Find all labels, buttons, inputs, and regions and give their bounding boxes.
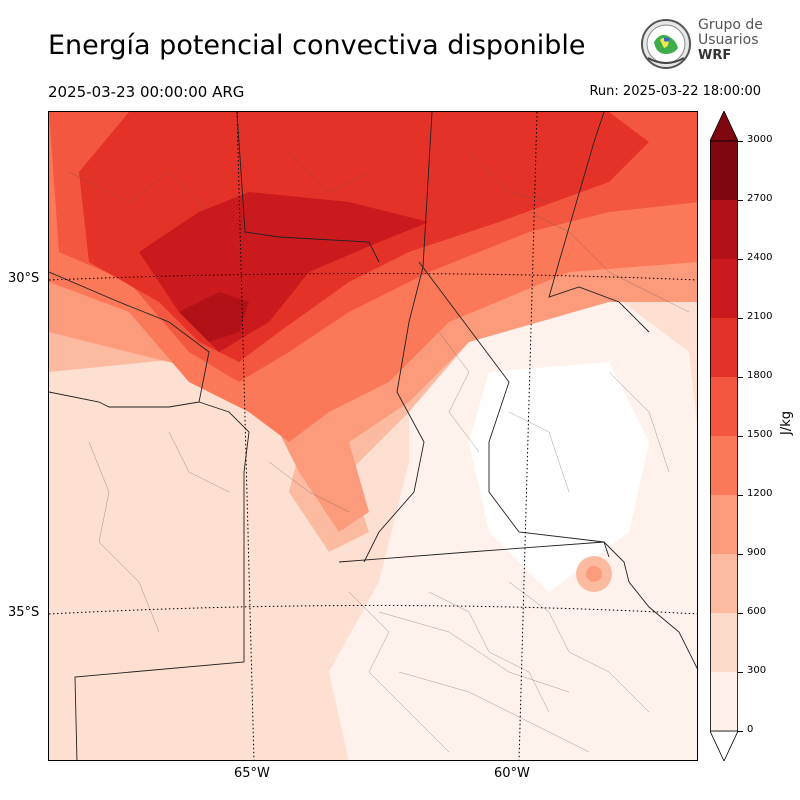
- cape-field: [49, 112, 697, 760]
- colorbar-segment: [710, 377, 738, 436]
- department-boundaries: [68, 151, 690, 753]
- colorbar-tick-label: 300: [747, 665, 767, 676]
- logo-line-2: Usuarios: [698, 32, 759, 48]
- colorbar-tick-mark: [738, 141, 743, 142]
- run-time: Run: 2025-03-22 18:00:00: [589, 84, 761, 99]
- colorbar-segment: [710, 554, 738, 613]
- wrf-logo: Grupo de Usuarios WRF: [638, 16, 763, 72]
- colorbar-tick-mark: [738, 318, 743, 319]
- logo-line-3: WRF: [698, 48, 732, 63]
- colorbar-tick-mark: [738, 436, 743, 437]
- colorbar-tick-label: 0: [747, 724, 754, 735]
- colorbar-tick-label: 600: [747, 606, 767, 617]
- minimal-cape-east: [469, 362, 649, 592]
- colorbar-extend-max: [709, 110, 739, 142]
- logo-line-1: Grupo de: [698, 17, 763, 33]
- colorbar-segment: [710, 259, 738, 318]
- colorbar-tick-mark: [738, 200, 743, 201]
- colorbar-tick-mark: [738, 495, 743, 496]
- colorbar-tick-mark: [738, 613, 743, 614]
- globe-icon: [641, 19, 691, 69]
- colorbar-segment: [710, 318, 738, 377]
- colorbar-tick-label: 1500: [747, 429, 773, 440]
- colorbar-tick-label: 1800: [747, 370, 773, 381]
- cape-2400-core: [179, 292, 249, 342]
- colorbar-tick-mark: [738, 259, 743, 260]
- colorbar-unit: J/kg: [779, 411, 794, 435]
- colorbar-segment: [710, 613, 738, 672]
- colorbar-tick-label: 3000: [747, 134, 773, 145]
- lon-label-60w: 60°W: [494, 766, 530, 781]
- colorbar-tick-mark: [738, 377, 743, 378]
- lat-label-35s: 35°S: [8, 605, 40, 620]
- colorbar-tick-label: 1200: [747, 488, 773, 499]
- colorbar-segment: [710, 141, 738, 200]
- colorbar-graphic: [709, 110, 739, 762]
- lon-label-65w: 65°W: [234, 766, 270, 781]
- colorbar: [709, 110, 739, 762]
- colorbar-segment: [710, 200, 738, 259]
- cape-hotspot-core: [586, 566, 602, 582]
- cape-map: [48, 111, 698, 761]
- colorbar-tick-mark: [738, 672, 743, 673]
- colorbar-extend-min: [709, 730, 739, 762]
- colorbar-tick-label: 2100: [747, 311, 773, 322]
- colorbar-segment: [710, 436, 738, 495]
- colorbar-tick-label: 2700: [747, 193, 773, 204]
- province-boundaries: [49, 112, 650, 760]
- colorbar-tick-label: 2400: [747, 252, 773, 263]
- coastline: [603, 541, 697, 670]
- lat-label-30s: 30°S: [8, 271, 40, 286]
- colorbar-tick-mark: [738, 554, 743, 555]
- valid-time: 2025-03-23 00:00:00 ARG: [48, 83, 245, 101]
- graticule: [49, 112, 697, 760]
- colorbar-frame: [710, 140, 738, 732]
- page-title: Energía potencial convectiva disponible: [48, 30, 586, 61]
- colorbar-tick-label: 900: [747, 547, 767, 558]
- colorbar-segment: [710, 672, 738, 731]
- colorbar-tick-mark: [738, 731, 743, 732]
- colorbar-segment: [710, 495, 738, 554]
